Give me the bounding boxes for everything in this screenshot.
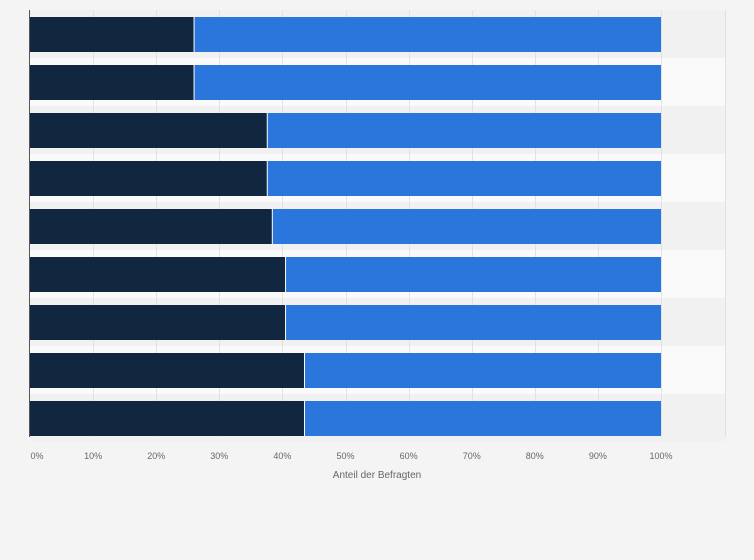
bar-segment-blue (267, 161, 661, 196)
bar-segment-dark (30, 113, 268, 148)
bar-segment-blue (194, 17, 661, 52)
x-tick-label: 60% (400, 451, 418, 461)
bar-segment-blue (267, 113, 661, 148)
x-tick-label: 80% (526, 451, 544, 461)
x-tick-label: 20% (147, 451, 165, 461)
x-tick-label: 70% (463, 451, 481, 461)
bar-segment-dark (30, 65, 195, 100)
bar-segment-dark (30, 161, 268, 196)
bars (30, 17, 661, 436)
x-tick-label: 90% (589, 451, 607, 461)
bar-segment-blue (285, 257, 661, 292)
bar-segment-dark (30, 305, 286, 340)
bar-segment-blue (194, 65, 661, 100)
bar-segment-blue (304, 401, 661, 436)
bar-segment-dark (30, 353, 305, 388)
bar-segment-dark (30, 17, 195, 52)
bar-segment-blue (304, 353, 661, 388)
x-tick-label: 30% (210, 451, 228, 461)
x-axis-ticks: 0% 10% 20% 30% 40% 50% 60% 70% 80% 90% 100% (30, 451, 672, 461)
bar-segment-dark (30, 257, 286, 292)
x-tick-label: 50% (336, 451, 354, 461)
x-tick-label: 0% (30, 451, 43, 461)
bar-segment-blue (272, 209, 661, 244)
x-tick-label: 40% (273, 451, 291, 461)
bar-segment-dark (30, 209, 273, 244)
x-tick-label: 10% (84, 451, 102, 461)
bar-segment-blue (285, 305, 661, 340)
x-tick-label: 100% (649, 451, 672, 461)
x-axis-title: Anteil der Befragten (333, 470, 421, 481)
bar-segment-dark (30, 401, 305, 436)
